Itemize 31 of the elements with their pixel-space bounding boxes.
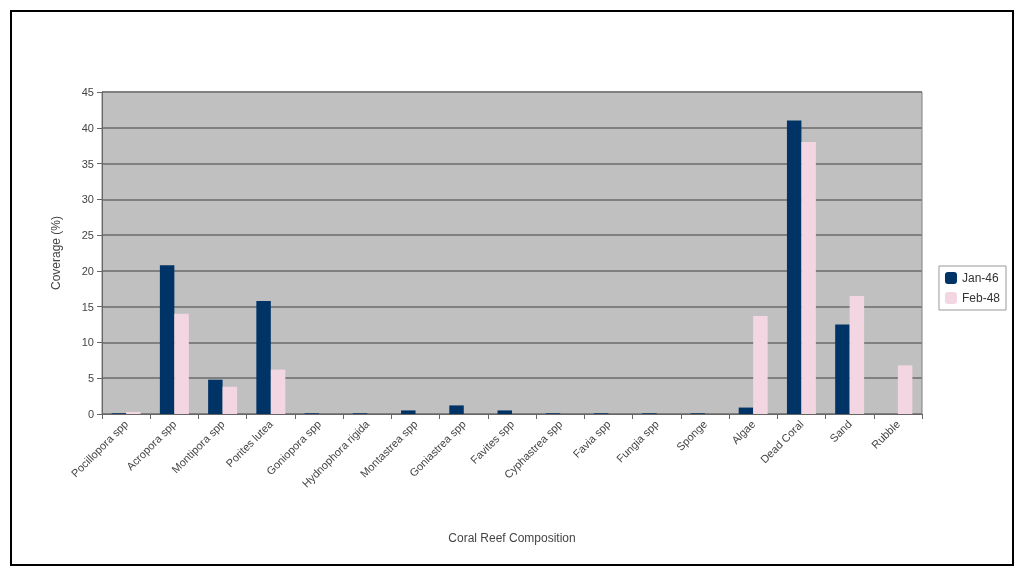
y-tick-label: 35 — [81, 157, 94, 170]
bar — [497, 410, 512, 414]
bar — [222, 386, 238, 414]
bar — [256, 300, 271, 414]
bar — [126, 411, 141, 414]
y-axis-title: Coverage (%) — [49, 215, 63, 291]
bar — [159, 265, 175, 414]
bar — [401, 410, 416, 414]
bar — [801, 142, 816, 414]
bar — [174, 313, 189, 414]
y-tick-label: 5 — [87, 372, 94, 385]
legend-label: Feb-48 — [961, 291, 1001, 305]
bar — [753, 315, 768, 414]
y-tick-label: 10 — [81, 336, 94, 349]
x-axis-title: Coral Reef Composition — [448, 531, 576, 545]
y-tick-label: 0 — [87, 408, 94, 420]
bar — [738, 407, 754, 414]
y-tick-label: 20 — [81, 264, 94, 277]
y-tick-label: 15 — [81, 300, 94, 313]
bar — [897, 365, 913, 414]
y-tick-label: 30 — [81, 193, 94, 206]
bar — [849, 295, 865, 414]
bar — [835, 324, 850, 414]
bar — [786, 120, 802, 414]
y-tick-label: 40 — [81, 121, 94, 134]
bar — [270, 369, 286, 414]
y-tick-label: 25 — [81, 229, 94, 242]
bar — [208, 379, 223, 414]
bar — [449, 405, 464, 414]
y-tick-label: 45 — [81, 86, 94, 98]
legend-label: Jan-46 — [961, 271, 999, 285]
